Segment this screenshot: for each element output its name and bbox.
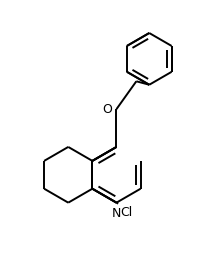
Text: Cl: Cl	[120, 206, 132, 219]
Text: N: N	[112, 207, 121, 220]
Text: O: O	[103, 103, 113, 116]
